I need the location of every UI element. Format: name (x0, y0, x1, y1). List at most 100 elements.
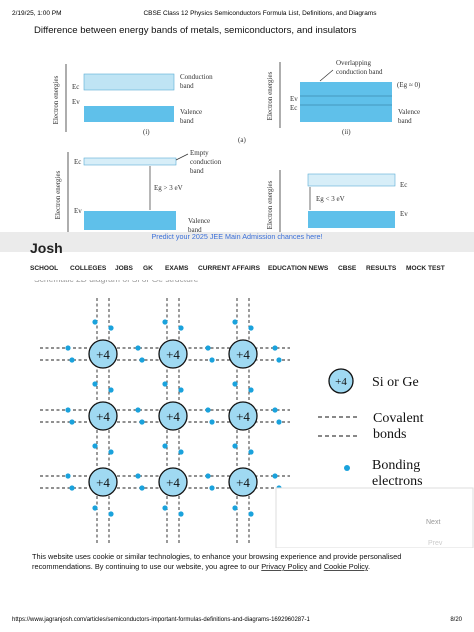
atom (158, 339, 188, 369)
electron (178, 511, 184, 517)
band-label: Empty (190, 149, 209, 157)
electron (272, 407, 278, 413)
electron (205, 407, 211, 413)
atom (158, 401, 188, 431)
popup (275, 487, 474, 549)
axis-label: Electron energies (266, 71, 274, 120)
print-datetime: 2/19/25, 1:00 PM (12, 10, 62, 17)
electron (276, 419, 282, 425)
nav-item[interactable]: EXAMS (165, 265, 189, 272)
nav-item[interactable]: SCHOOL (30, 265, 58, 272)
electron (205, 473, 211, 479)
electron (162, 505, 168, 511)
ev-label: Ev (400, 210, 408, 218)
electron (272, 473, 278, 479)
nav-item[interactable]: MOCK TEST (406, 265, 445, 272)
legend-text: Covalent (373, 411, 424, 426)
electron (108, 511, 114, 517)
band-label: Valence (180, 108, 202, 116)
logo[interactable]: Josh (30, 240, 63, 256)
legend-electron (344, 465, 350, 471)
electron (209, 357, 215, 363)
banner-link[interactable]: Predict your 2025 JEE Main Admission cha… (152, 232, 323, 241)
nav-item[interactable]: RESULTS (366, 265, 397, 272)
ev-label: Ev (74, 207, 82, 215)
electron (69, 357, 75, 363)
electron (232, 443, 238, 449)
electron (65, 345, 71, 351)
atom (88, 467, 118, 497)
electron (248, 387, 254, 393)
prev-button[interactable]: Prev (428, 540, 443, 547)
ec-label: Ec (400, 181, 407, 189)
lattice-diagram: +4 +4 +4 +4 +4 +4 +4 +4 +4 (40, 298, 290, 545)
axis-label: Electron energies (52, 75, 60, 124)
band-label: band (188, 226, 202, 234)
ev-label: Ev (72, 98, 80, 106)
electron (232, 381, 238, 387)
electron (139, 485, 145, 491)
legend-atom-label: +4 (335, 376, 347, 388)
band-label: Valence (188, 217, 210, 225)
nav-item[interactable]: GK (143, 265, 153, 272)
nav-item[interactable]: COLLEGES (70, 265, 107, 272)
electron (65, 473, 71, 479)
overlap-band (300, 82, 392, 122)
electron (92, 443, 98, 449)
valence-band (84, 106, 174, 122)
section-heading: Difference between energy bands of metal… (34, 25, 357, 36)
cookie-text: and (307, 562, 323, 571)
ec-label: Ec (74, 158, 81, 166)
atom (228, 401, 258, 431)
band-label: band (190, 167, 204, 175)
atom (228, 339, 258, 369)
ad-banner (0, 232, 474, 252)
band-label: Overlapping (336, 59, 371, 67)
electron (232, 319, 238, 325)
legend-text: bonds (373, 427, 406, 442)
band-label: band (398, 117, 412, 125)
atom (228, 467, 258, 497)
band-label: conduction band (336, 68, 383, 76)
next-button[interactable]: Next (426, 519, 440, 526)
electron (135, 473, 141, 479)
figure-label: (a) (238, 136, 246, 144)
electron (178, 387, 184, 393)
legend-text: electrons (372, 474, 423, 489)
electron (178, 449, 184, 455)
gap-label: Eg > 3 eV (154, 184, 183, 192)
conduction-band (307, 173, 396, 187)
nav-item[interactable]: EDUCATION NEWS (268, 265, 329, 272)
electron (248, 449, 254, 455)
cookie-banner (0, 548, 474, 598)
electron (162, 381, 168, 387)
electron (232, 505, 238, 511)
panel-label: (i) (143, 128, 150, 136)
atom (88, 401, 118, 431)
legend-text: Si or Ge (372, 375, 419, 390)
band-label: conduction (190, 158, 222, 166)
cookie-policy-link[interactable]: Cookie Policy (324, 562, 369, 571)
footer-page: 8/20 (450, 617, 462, 623)
cookie-text: recommendations. By continuing to use ou… (32, 562, 261, 571)
ec-label: Ec (290, 104, 297, 112)
pointer (319, 69, 334, 82)
conduction-band (83, 73, 175, 91)
atom-label: +4 (236, 347, 250, 362)
electron (135, 407, 141, 413)
privacy-link[interactable]: Privacy Policy (261, 562, 307, 571)
band-label: band (180, 117, 194, 125)
electron (108, 449, 114, 455)
atom-label: +4 (96, 475, 110, 490)
nav-item[interactable]: JOBS (115, 265, 134, 272)
pointer (175, 153, 189, 161)
nav-item[interactable]: CURRENT AFFAIRS (198, 265, 261, 272)
atom (88, 339, 118, 369)
nav-item[interactable]: CBSE (338, 265, 357, 272)
electron (178, 325, 184, 331)
axis-label: Electron energies (54, 170, 62, 219)
atom-label: +4 (166, 409, 180, 424)
electron (248, 325, 254, 331)
